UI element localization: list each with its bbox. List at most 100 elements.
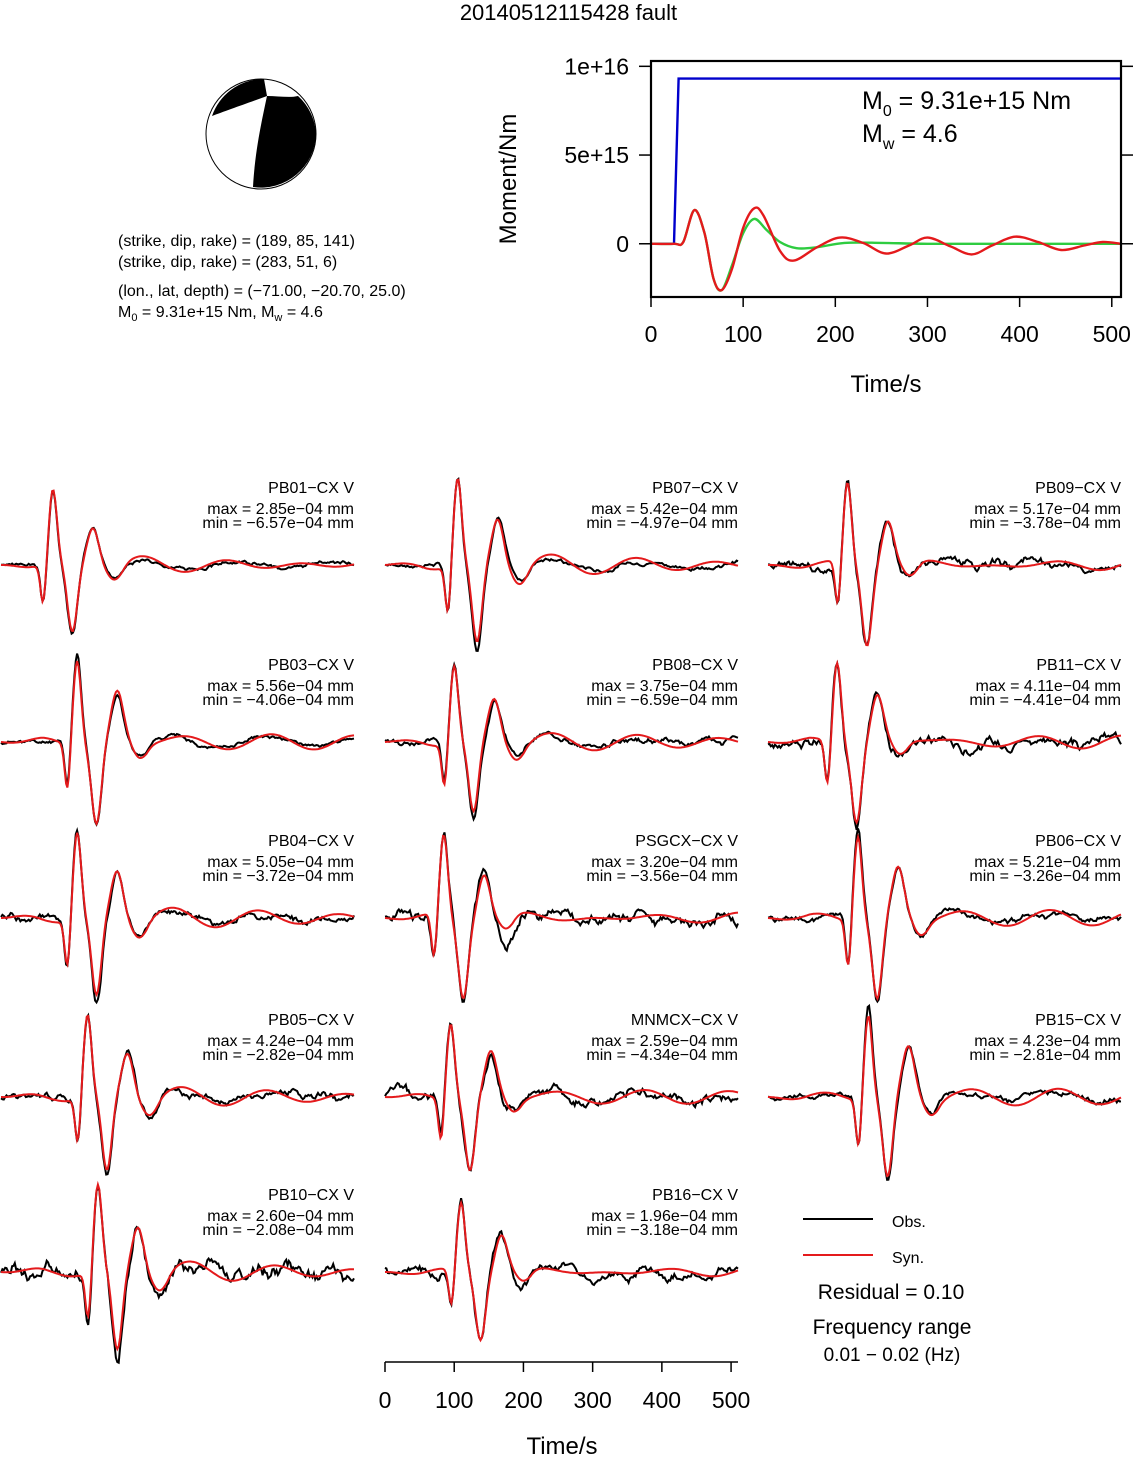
station-max: max = 2.60e−04 mm (207, 1208, 354, 1225)
station-min: min = −3.26e−04 mm (969, 868, 1121, 885)
moment-ylabel: Moment/Nm (495, 114, 522, 245)
moment-xtick-label: 100 (724, 321, 762, 347)
station-min: min = −2.08e−04 mm (202, 1222, 354, 1239)
station-min: min = −3.78e−04 mm (969, 515, 1121, 532)
station-max: max = 2.59e−04 mm (591, 1033, 738, 1050)
residual-text: Residual = 0.10 (818, 1281, 965, 1304)
moment-xlabel: Time/s (850, 371, 921, 398)
wave-xtick-label: 500 (712, 1387, 750, 1413)
synthetic-trace (384, 834, 739, 999)
station-label: PB07−CX V (652, 480, 738, 497)
synthetic-trace (768, 482, 1122, 647)
beachball-icon (205, 78, 317, 190)
observed-trace (0, 653, 355, 827)
moment-xtick-label: 0 (645, 321, 658, 347)
wave-xtick-label: 400 (643, 1387, 681, 1413)
synthetic-trace (1, 832, 355, 998)
moment-plot-frame (649, 59, 1123, 299)
legend: Obs. Syn. Residual = 0.10 Frequency rang… (803, 1214, 971, 1366)
wave-xlabel: Time/s (526, 1433, 597, 1457)
station-max: max = 5.56e−04 mm (207, 678, 354, 695)
moment-ytick-label: 1e+16 (564, 53, 629, 79)
station-label: PB15−CX V (1035, 1012, 1121, 1029)
synthetic-trace (767, 833, 1122, 1002)
info-line-3: (lon., lat, depth) = (−71.00, −20.70, 25… (118, 283, 406, 300)
station-min: min = −3.56e−04 mm (586, 868, 738, 885)
moment-series-green (650, 208, 1121, 292)
synthetic-trace (385, 1199, 739, 1343)
station-min: min = −4.06e−04 mm (202, 692, 354, 709)
moment-ytick-label: 5e+15 (564, 142, 629, 168)
station-min: min = −4.34e−04 mm (586, 1047, 738, 1064)
station-min: min = −4.41e−04 mm (969, 692, 1121, 709)
synthetic-trace (384, 662, 739, 814)
wave-xtick-label: 200 (504, 1387, 542, 1413)
moment-xtick-label: 300 (908, 321, 946, 347)
synthetic-trace (384, 1024, 739, 1172)
moment-ytick-label: 0 (616, 231, 629, 257)
legend-syn-label: Syn. (892, 1250, 924, 1267)
frequency-title: Frequency range (813, 1316, 972, 1339)
wave-xtick-label: 100 (435, 1387, 473, 1413)
wave-xtick-label: 0 (379, 1387, 392, 1413)
synthetic-trace (0, 1180, 354, 1352)
station-label: PB08−CX V (652, 657, 738, 674)
focal-info: (strike, dip, rake) = (189, 85, 141) (st… (118, 231, 406, 329)
figure-title: 20140512115428 fault (459, 0, 678, 25)
legend-obs-label: Obs. (892, 1214, 926, 1231)
station-label: PB10−CX V (268, 1187, 354, 1204)
observed-trace (0, 827, 355, 1005)
station-min: min = −2.81e−04 mm (969, 1047, 1121, 1064)
synthetic-trace (1, 1014, 355, 1171)
station-max: max = 2.85e−04 mm (207, 501, 354, 518)
station-label: PB09−CX V (1035, 480, 1121, 497)
station-label: PB11−CX V (1036, 657, 1121, 674)
station-label: PSGCX−CX V (635, 833, 738, 850)
station-min: min = −4.97e−04 mm (586, 515, 738, 532)
station-label: PB06−CX V (1035, 833, 1121, 850)
station-max: max = 3.75e−04 mm (591, 678, 738, 695)
moment-series-red (650, 206, 1122, 292)
station-max: max = 3.20e−04 mm (591, 854, 738, 871)
frequency-value: 0.01 − 0.02 (Hz) (824, 1345, 961, 1366)
station-max: max = 5.17e−04 mm (974, 501, 1121, 518)
synthetic-trace (1, 489, 355, 633)
moment-xtick-label: 200 (816, 321, 854, 347)
station-label: MNMCX−CX V (631, 1012, 738, 1029)
station-max: max = 5.21e−04 mm (974, 854, 1121, 871)
synthetic-trace (767, 659, 1122, 825)
wave-xtick-label: 300 (573, 1387, 611, 1413)
station-min: min = −2.82e−04 mm (202, 1047, 354, 1064)
station-max: max = 4.24e−04 mm (207, 1033, 354, 1050)
observed-trace (384, 661, 739, 823)
synthetic-trace (384, 478, 739, 643)
station-max: max = 5.05e−04 mm (207, 854, 354, 871)
moment-mw-annotation: Mw = 4.6 (862, 120, 958, 153)
station-max: max = 1.96e−04 mm (591, 1208, 738, 1225)
info-line-1: (strike, dip, rake) = (189, 85, 141) (118, 233, 355, 250)
station-label: PB04−CX V (268, 833, 354, 850)
observed-trace (767, 479, 1122, 646)
station-label: PB01−CX V (268, 480, 354, 497)
station-max: max = 4.11e−04 mm (975, 678, 1121, 695)
station-min: min = −3.72e−04 mm (202, 868, 354, 885)
station-max: max = 4.23e−04 mm (974, 1033, 1121, 1050)
moment-m0-annotation: M0 = 9.31e+15 Nm (862, 87, 1071, 120)
station-label: PB03−CX V (268, 657, 354, 674)
